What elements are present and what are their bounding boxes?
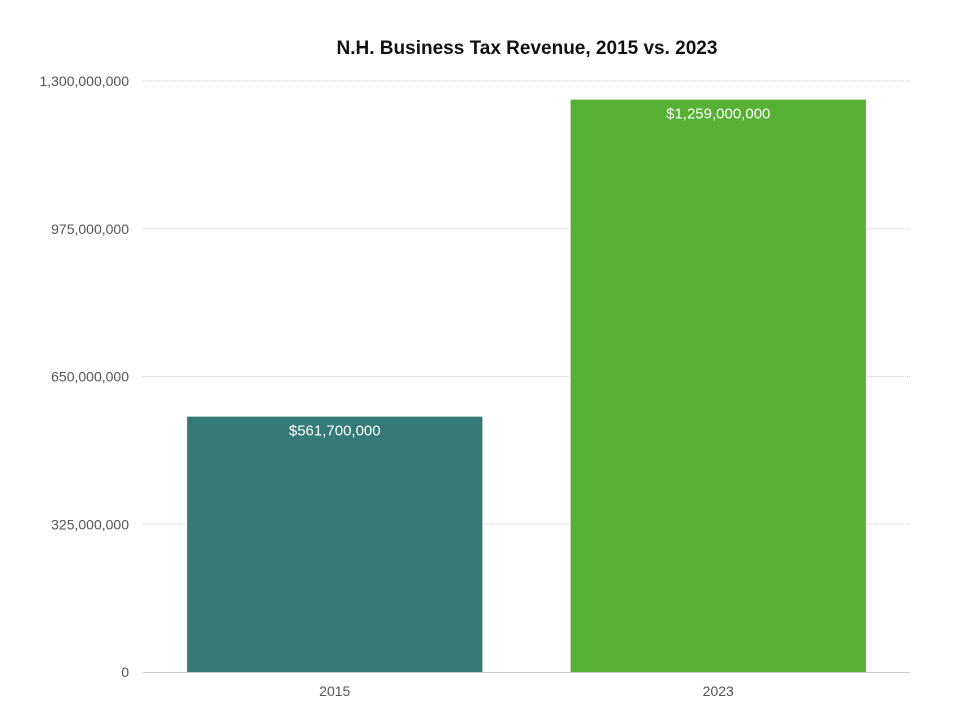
y-tick-label: 650,000,000 (51, 369, 129, 385)
bar-2015 (187, 416, 483, 672)
y-axis-ticks: 0 325,000,000 650,000,000 975,000,000 1,300,… (39, 73, 129, 680)
y-tick-label: 0 (121, 664, 129, 680)
chart-title: N.H. Business Tax Revenue, 2015 vs. 2023 (337, 38, 718, 59)
y-tick-label: 1,300,000,000 (39, 73, 129, 89)
bars: $561,700,000 $1,259,000,000 (187, 99, 866, 673)
bar-2023 (570, 99, 866, 673)
y-tick-label: 975,000,000 (51, 221, 129, 237)
x-tick-label: 2015 (319, 683, 350, 699)
x-axis-ticks: 2015 2023 (319, 683, 734, 699)
data-label: $561,700,000 (289, 423, 381, 440)
data-label: $1,259,000,000 (666, 106, 770, 123)
y-tick-label: 325,000,000 (51, 516, 129, 532)
x-tick-label: 2023 (703, 683, 734, 699)
